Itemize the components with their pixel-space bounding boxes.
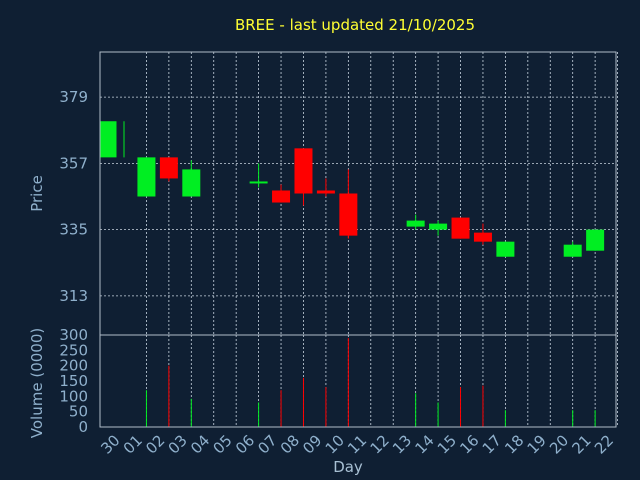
- volume-bars: [145, 338, 596, 427]
- price-grid: [100, 52, 618, 335]
- x-axis-label: Day: [333, 458, 363, 476]
- candle-body: [249, 181, 268, 184]
- price-axis-label: Price: [28, 175, 46, 212]
- candle-body: [451, 217, 470, 239]
- volume-tick-label: 50: [69, 403, 88, 421]
- price-tick-label: 379: [59, 88, 88, 106]
- candle-body: [137, 157, 156, 197]
- candle-body: [563, 244, 582, 257]
- candle-body: [406, 220, 425, 227]
- volume-tick-label: 0: [78, 418, 88, 436]
- candle-body: [473, 232, 492, 242]
- price-tick-label: 335: [59, 221, 88, 239]
- candle-body: [272, 190, 291, 203]
- candle-body: [496, 241, 515, 257]
- price-tick-label: 313: [59, 287, 88, 305]
- price-plot-frame: [99, 51, 617, 336]
- candle-body: [339, 193, 358, 236]
- candle-body: [182, 169, 201, 197]
- x-ticks: 3001020304050607080910111213141516171819…: [97, 431, 617, 457]
- x-tick-label: 22: [591, 431, 617, 457]
- candle-body: [100, 121, 117, 158]
- candle-body: [294, 148, 313, 194]
- candle-body: [159, 157, 178, 179]
- price-tick-label: 357: [59, 154, 88, 172]
- candles: [100, 121, 605, 257]
- chart-title: BREE - last updated 21/10/2025: [235, 16, 475, 34]
- volume-axis-label: Volume (0000): [28, 328, 46, 438]
- volume-tick-label: 200: [59, 357, 88, 375]
- candle-body: [429, 223, 448, 230]
- volume-grid: [146, 335, 618, 427]
- volume-plot-frame: [99, 334, 617, 428]
- candle-body: [586, 229, 605, 251]
- volume-tick-label: 150: [59, 372, 88, 390]
- volume-tick-label: 250: [59, 341, 88, 359]
- price-y-ticks: 313 335 357 379: [59, 88, 88, 305]
- candle-body: [316, 190, 335, 194]
- volume-tick-label: 300: [59, 326, 88, 344]
- volume-tick-label: 100: [59, 387, 88, 405]
